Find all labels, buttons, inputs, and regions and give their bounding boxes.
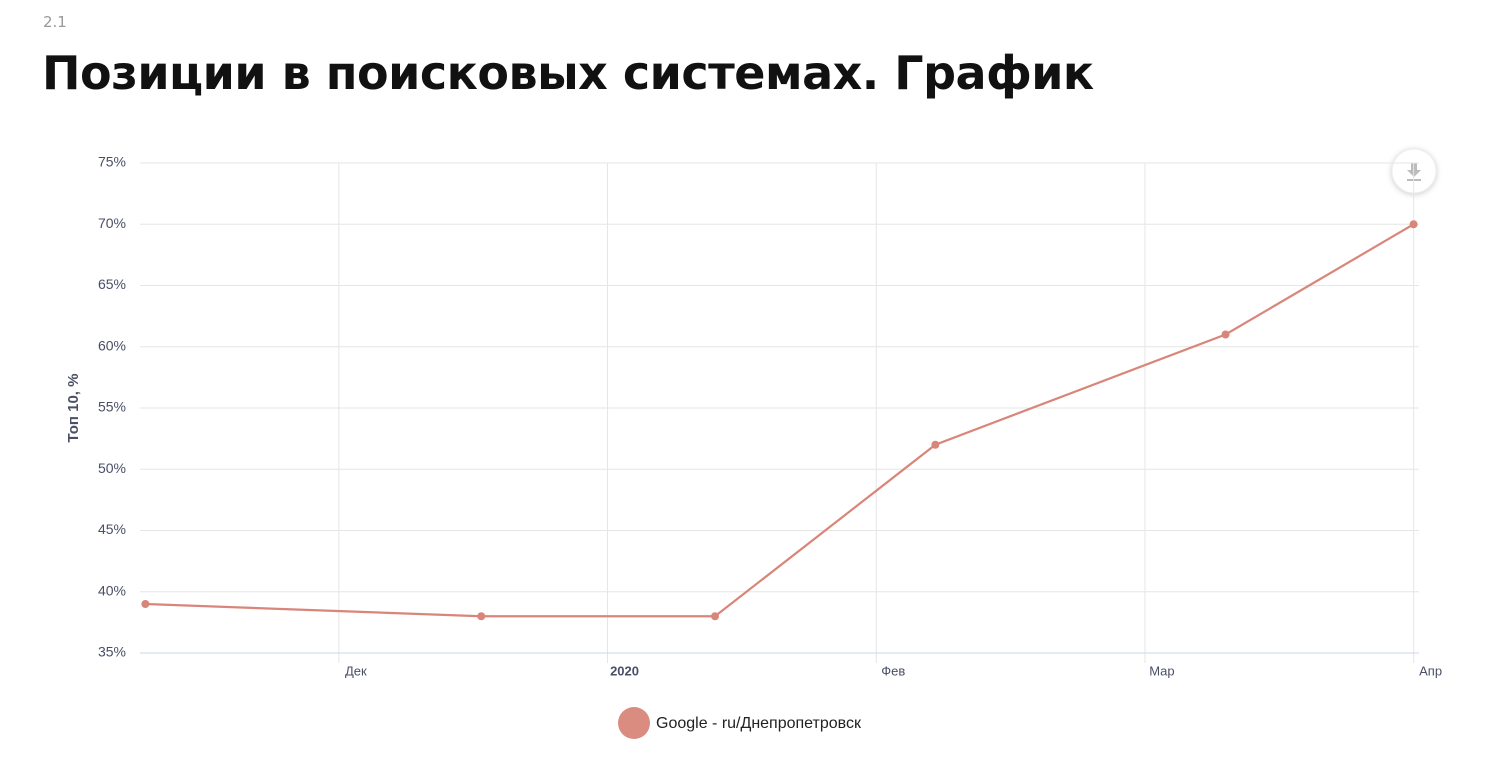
legend-marker [618, 707, 650, 739]
data-point [141, 600, 150, 608]
x-tick-label: Дек [345, 663, 367, 678]
section-number: 2.1 [43, 13, 67, 31]
x-tick-label: Апр [1419, 663, 1442, 678]
y-tick-label: 50% [98, 460, 126, 476]
y-tick-label: 35% [98, 644, 126, 660]
data-point [477, 612, 486, 621]
y-axis-label: Топ 10, % [65, 374, 82, 443]
series-line [145, 223, 1415, 618]
x-tick-label: Мар [1149, 663, 1174, 678]
y-tick-label: 65% [98, 276, 126, 292]
data-point [1409, 220, 1418, 229]
grid [140, 162, 1419, 663]
y-tick-label: 60% [98, 337, 126, 353]
x-tick-label: Фев [881, 663, 905, 678]
y-tick-label: 70% [98, 215, 126, 231]
x-tick-label: 2020 [610, 663, 639, 678]
y-tick-label: 75% [98, 154, 126, 170]
data-point [931, 440, 940, 449]
data-point [1221, 330, 1230, 339]
chart-title: Позиции в поисковых системах. График [42, 46, 1094, 100]
y-tick-label: 55% [98, 399, 126, 415]
legend-label: Google - ru/Днепропетровск [656, 715, 862, 732]
y-tick-label: 40% [98, 582, 126, 598]
data-point [711, 612, 720, 621]
y-tick-label: 45% [98, 521, 126, 537]
